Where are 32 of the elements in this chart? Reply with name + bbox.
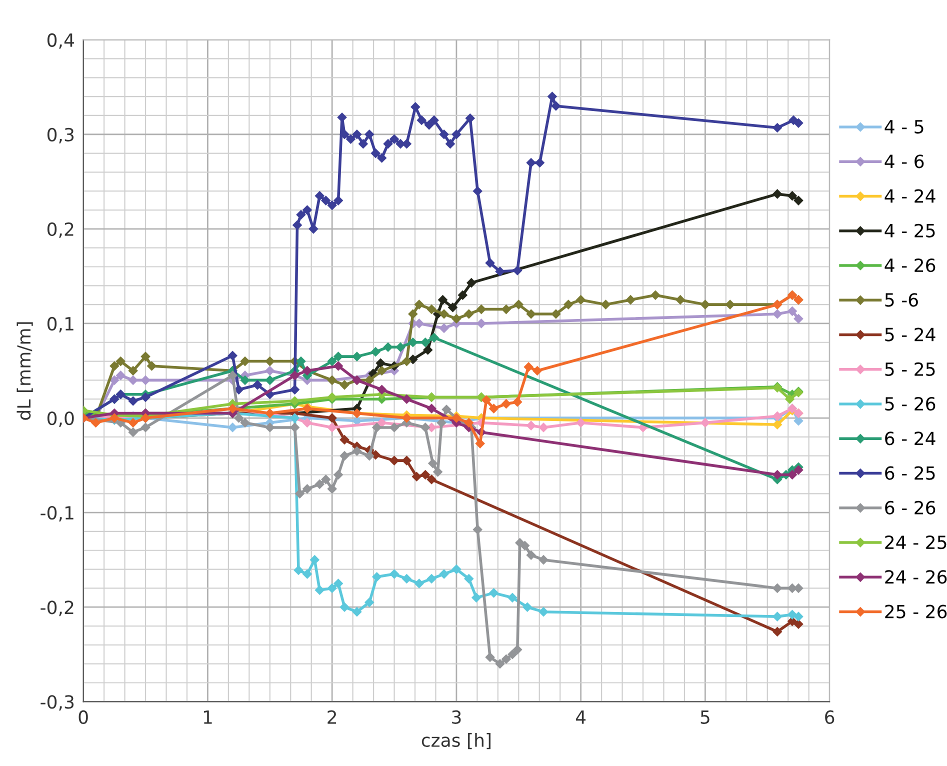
y-tick-label: -0,2 bbox=[40, 600, 74, 616]
legend-label: 6 - 25 bbox=[885, 466, 935, 480]
y-tick-label: 0,3 bbox=[47, 128, 74, 144]
legend-label: 5 -6 bbox=[885, 293, 918, 307]
y-tick-label: -0,3 bbox=[40, 695, 74, 711]
legend-label: 4 - 26 bbox=[884, 258, 936, 272]
x-tick-label: 1 bbox=[204, 710, 212, 724]
legend-label: 5 - 24 bbox=[885, 328, 936, 342]
legend-label: 5 - 26 bbox=[885, 396, 936, 411]
x-tick-label: 2 bbox=[328, 710, 336, 724]
legend-label: 24 - 26 bbox=[885, 570, 947, 584]
legend-label: 4 - 6 bbox=[884, 154, 924, 168]
y-tick-label: 0,2 bbox=[47, 222, 74, 238]
legend-label: 4 - 5 bbox=[884, 120, 924, 134]
y-tick-label: 0,0 bbox=[47, 411, 74, 427]
x-tick-label: 4 bbox=[576, 710, 586, 724]
y-tick-label: 0,4 bbox=[47, 33, 74, 49]
x-tick-label: 6 bbox=[825, 710, 834, 724]
x-tick-label: 3 bbox=[452, 710, 461, 724]
y-tick-label: 0,1 bbox=[47, 316, 74, 332]
legend-label: 5 - 25 bbox=[885, 362, 935, 376]
x-tick-label: 5 bbox=[700, 710, 710, 724]
legend-label: 4 - 25 bbox=[884, 224, 935, 238]
x-axis-title: czas [h] bbox=[422, 733, 490, 750]
y-axis-title: dL [mm/m] bbox=[16, 322, 33, 420]
legend-label: 6 - 26 bbox=[885, 500, 936, 514]
legend-label: 24 - 25 bbox=[885, 535, 946, 550]
y-tick-label: -0,1 bbox=[40, 506, 74, 522]
legend-label: 25 - 26 bbox=[885, 604, 947, 618]
x-tick-label: 0 bbox=[78, 710, 88, 724]
legend-label: 4 - 24 bbox=[884, 189, 936, 203]
legend-label: 6 - 24 bbox=[885, 432, 936, 446]
